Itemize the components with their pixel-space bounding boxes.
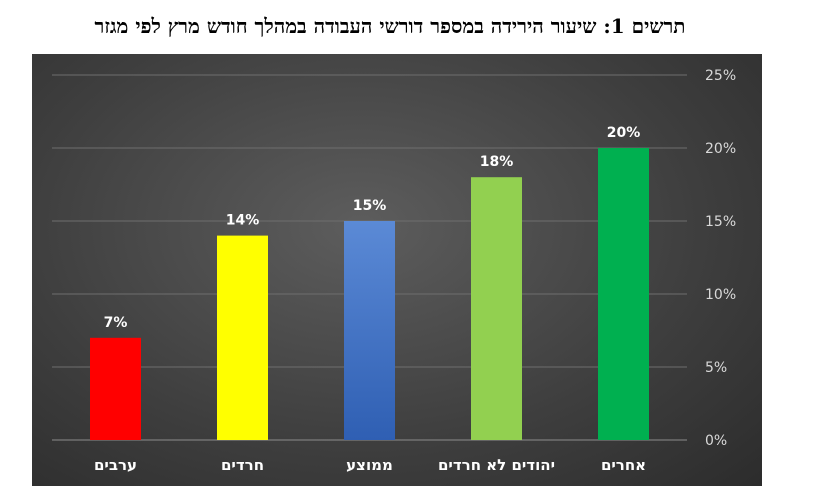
bars xyxy=(90,148,649,440)
y-tick-label: 10% xyxy=(705,287,736,303)
category-label: ערבים xyxy=(94,456,137,474)
bar-chart: 7% 14% 15% 18% 20% 0% 5% 10% 15% 20% 25% ערבים חרד… xyxy=(52,68,736,474)
data-label: 18% xyxy=(480,154,514,170)
chart-panel: 7% 14% 15% 18% 20% 0% 5% 10% 15% 20% 25% ערבים חרד… xyxy=(32,54,762,486)
y-tick-label: 25% xyxy=(705,68,736,84)
category-label: יהודים לא חרדים xyxy=(438,456,555,474)
category-label: ממוצע xyxy=(346,456,393,474)
category-label: אחרים xyxy=(601,456,646,474)
y-tick-label: 20% xyxy=(705,141,736,157)
y-tick-label: 15% xyxy=(705,214,736,230)
y-tick-label: 0% xyxy=(705,433,727,449)
y-axis-ticks: 0% 5% 10% 15% 20% 25% xyxy=(705,68,736,449)
bar xyxy=(217,235,268,440)
bar xyxy=(471,177,522,440)
data-label: 14% xyxy=(226,213,260,229)
bar xyxy=(344,221,395,440)
bar xyxy=(598,148,649,440)
chart-title: תרשים 1: שיעור הירידה במספר דורשי העבודה… xyxy=(94,14,686,38)
data-label: 20% xyxy=(607,125,641,141)
x-axis-categories: ערבים חרדים ממוצע יהודים לא חרדים אחרים xyxy=(94,456,646,474)
data-labels: 7% 14% 15% 18% 20% xyxy=(104,125,641,331)
data-label: 7% xyxy=(104,315,128,331)
bar xyxy=(90,337,141,440)
y-tick-label: 5% xyxy=(705,360,727,376)
category-label: חרדים xyxy=(221,456,264,474)
data-label: 15% xyxy=(353,198,387,214)
